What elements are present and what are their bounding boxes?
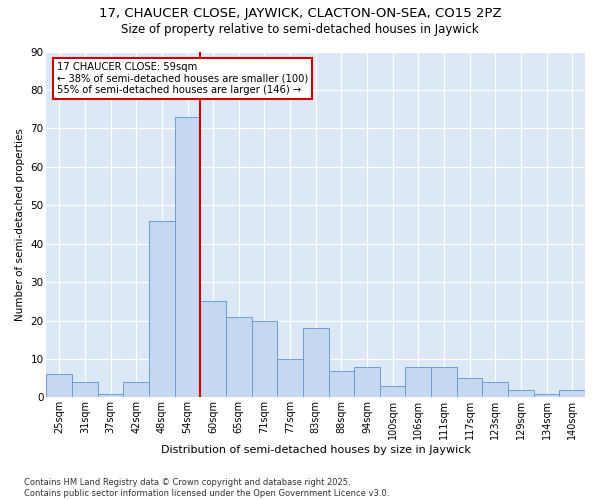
Bar	[149, 220, 175, 398]
Bar	[200, 302, 226, 398]
Bar	[508, 390, 534, 398]
Bar	[329, 370, 354, 398]
Text: Size of property relative to semi-detached houses in Jaywick: Size of property relative to semi-detach…	[121, 22, 479, 36]
Text: Contains HM Land Registry data © Crown copyright and database right 2025.
Contai: Contains HM Land Registry data © Crown c…	[24, 478, 389, 498]
Bar	[406, 366, 431, 398]
X-axis label: Distribution of semi-detached houses by size in Jaywick: Distribution of semi-detached houses by …	[161, 445, 470, 455]
Bar	[303, 328, 329, 398]
Bar	[98, 394, 124, 398]
Bar	[482, 382, 508, 398]
Bar	[226, 316, 251, 398]
Bar	[251, 320, 277, 398]
Bar	[380, 386, 406, 398]
Bar	[124, 382, 149, 398]
Bar	[457, 378, 482, 398]
Bar	[559, 390, 585, 398]
Bar	[431, 366, 457, 398]
Bar	[46, 374, 72, 398]
Text: 17 CHAUCER CLOSE: 59sqm
← 38% of semi-detached houses are smaller (100)
55% of s: 17 CHAUCER CLOSE: 59sqm ← 38% of semi-de…	[57, 62, 308, 95]
Bar	[72, 382, 98, 398]
Bar	[175, 117, 200, 398]
Bar	[534, 394, 559, 398]
Y-axis label: Number of semi-detached properties: Number of semi-detached properties	[15, 128, 25, 321]
Bar	[354, 366, 380, 398]
Text: 17, CHAUCER CLOSE, JAYWICK, CLACTON-ON-SEA, CO15 2PZ: 17, CHAUCER CLOSE, JAYWICK, CLACTON-ON-S…	[98, 8, 502, 20]
Bar	[277, 359, 303, 398]
